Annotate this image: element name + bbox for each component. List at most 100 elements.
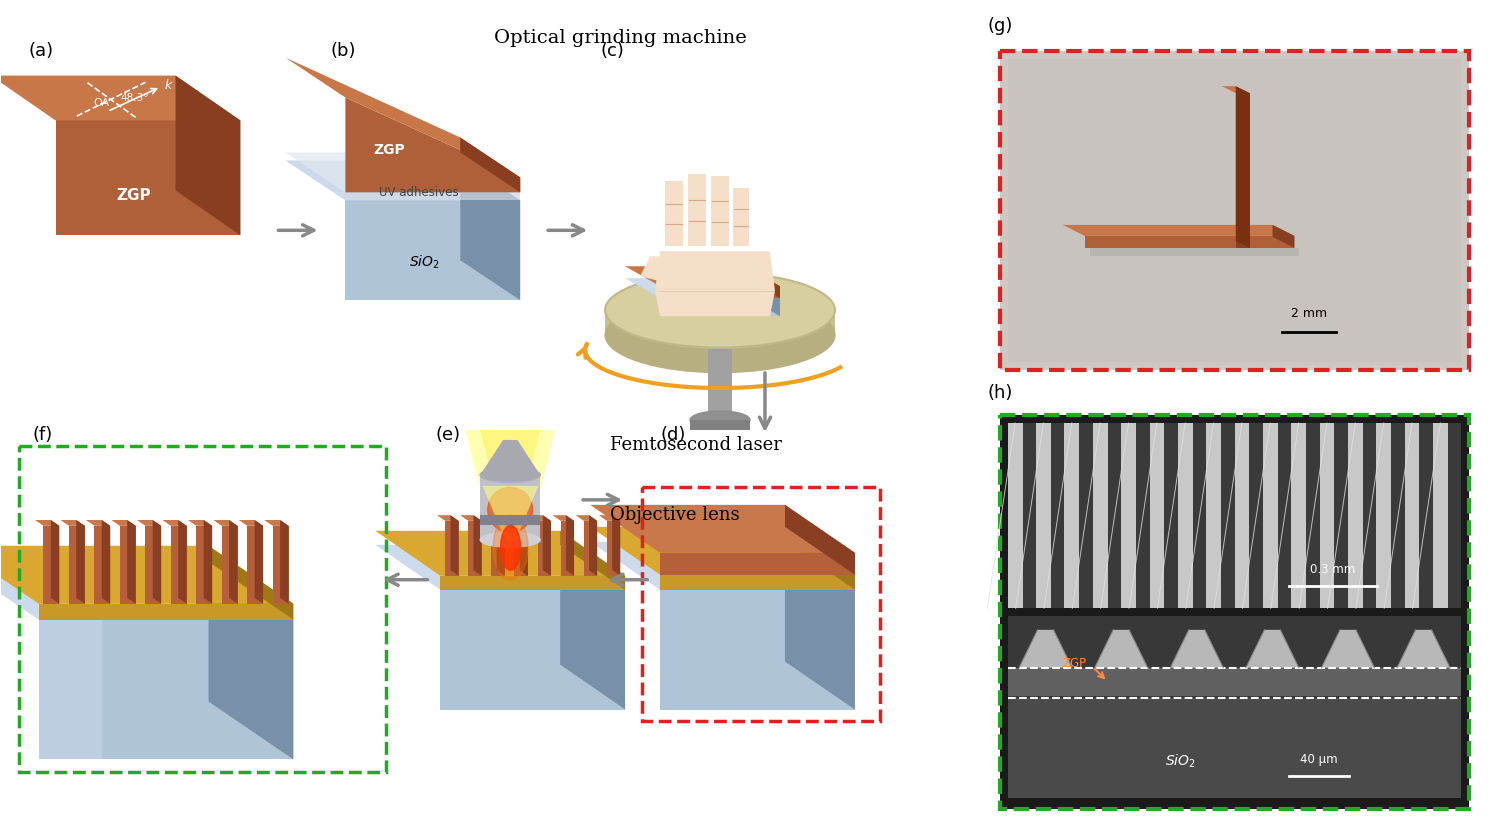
Polygon shape	[1178, 423, 1193, 608]
Polygon shape	[1064, 423, 1079, 608]
Polygon shape	[248, 526, 263, 604]
Polygon shape	[560, 545, 624, 710]
Bar	[1007, 59, 1462, 362]
Polygon shape	[197, 526, 212, 604]
Bar	[18, 446, 386, 772]
Polygon shape	[1448, 423, 1462, 608]
Polygon shape	[128, 520, 135, 604]
Polygon shape	[146, 526, 161, 604]
Polygon shape	[605, 311, 835, 335]
Polygon shape	[162, 520, 186, 526]
Polygon shape	[461, 515, 482, 521]
Polygon shape	[576, 515, 597, 521]
Polygon shape	[461, 160, 521, 300]
Polygon shape	[440, 590, 624, 710]
Polygon shape	[590, 527, 856, 575]
Polygon shape	[732, 188, 749, 246]
Polygon shape	[711, 177, 729, 246]
Polygon shape	[660, 287, 781, 298]
Polygon shape	[566, 515, 573, 576]
Polygon shape	[1222, 86, 1250, 93]
Polygon shape	[1420, 423, 1433, 608]
Polygon shape	[1235, 86, 1250, 248]
Text: 0.3 mm: 0.3 mm	[1310, 563, 1355, 577]
Polygon shape	[222, 526, 237, 604]
Polygon shape	[1007, 423, 1462, 608]
Polygon shape	[590, 542, 856, 590]
Ellipse shape	[690, 411, 750, 429]
Polygon shape	[188, 520, 212, 526]
Polygon shape	[515, 521, 528, 576]
Polygon shape	[660, 590, 856, 710]
Polygon shape	[111, 520, 135, 526]
Polygon shape	[345, 192, 521, 201]
Polygon shape	[0, 562, 293, 620]
Polygon shape	[483, 515, 504, 521]
Text: Femtosecond laser: Femtosecond laser	[609, 436, 782, 454]
Polygon shape	[176, 75, 240, 235]
Polygon shape	[285, 160, 521, 201]
Polygon shape	[1207, 423, 1220, 608]
Polygon shape	[69, 526, 84, 604]
Polygon shape	[39, 620, 293, 759]
Polygon shape	[0, 546, 293, 604]
Polygon shape	[1085, 236, 1294, 248]
Polygon shape	[1220, 423, 1234, 608]
Polygon shape	[1019, 630, 1072, 667]
Text: Objective lens: Objective lens	[609, 506, 740, 524]
Polygon shape	[660, 298, 781, 316]
Ellipse shape	[605, 273, 835, 348]
Text: (c): (c)	[600, 41, 624, 59]
Polygon shape	[56, 121, 240, 235]
Polygon shape	[491, 521, 504, 576]
Ellipse shape	[480, 532, 540, 548]
Polygon shape	[1136, 423, 1150, 608]
Polygon shape	[1433, 423, 1448, 608]
Polygon shape	[537, 521, 551, 576]
Text: 48.3°: 48.3°	[120, 93, 149, 103]
Polygon shape	[1376, 423, 1391, 608]
Polygon shape	[281, 520, 288, 604]
Polygon shape	[86, 520, 110, 526]
Polygon shape	[102, 520, 110, 604]
Text: Optical grinding machine: Optical grinding machine	[494, 29, 746, 46]
Polygon shape	[480, 440, 540, 475]
Polygon shape	[1391, 423, 1405, 608]
Polygon shape	[1022, 423, 1036, 608]
Polygon shape	[345, 201, 521, 300]
Polygon shape	[599, 515, 620, 521]
Polygon shape	[137, 520, 161, 526]
Text: UV adhesives: UV adhesives	[378, 186, 459, 199]
Polygon shape	[1007, 423, 1022, 608]
Polygon shape	[39, 604, 293, 620]
Text: (g): (g)	[988, 17, 1013, 35]
Polygon shape	[345, 97, 521, 192]
Text: 40 μm: 40 μm	[1300, 752, 1337, 766]
Polygon shape	[1007, 698, 1462, 797]
Polygon shape	[506, 515, 528, 521]
Polygon shape	[1051, 423, 1064, 608]
Polygon shape	[480, 515, 540, 525]
Polygon shape	[44, 526, 60, 604]
Polygon shape	[744, 278, 781, 316]
Polygon shape	[1079, 423, 1093, 608]
Text: (f): (f)	[33, 426, 53, 444]
Polygon shape	[530, 515, 551, 521]
Ellipse shape	[500, 525, 521, 570]
Polygon shape	[255, 520, 263, 604]
Polygon shape	[153, 520, 161, 604]
Polygon shape	[519, 515, 528, 576]
Polygon shape	[1063, 225, 1294, 236]
Polygon shape	[230, 520, 237, 604]
Text: k: k	[165, 79, 173, 92]
Polygon shape	[1397, 630, 1450, 667]
Polygon shape	[95, 526, 110, 604]
Polygon shape	[285, 58, 521, 178]
Polygon shape	[561, 521, 573, 576]
Polygon shape	[687, 174, 705, 246]
Polygon shape	[440, 576, 624, 590]
Polygon shape	[1234, 423, 1249, 608]
Text: (d): (d)	[660, 426, 686, 444]
Polygon shape	[660, 553, 856, 575]
Polygon shape	[285, 153, 521, 192]
